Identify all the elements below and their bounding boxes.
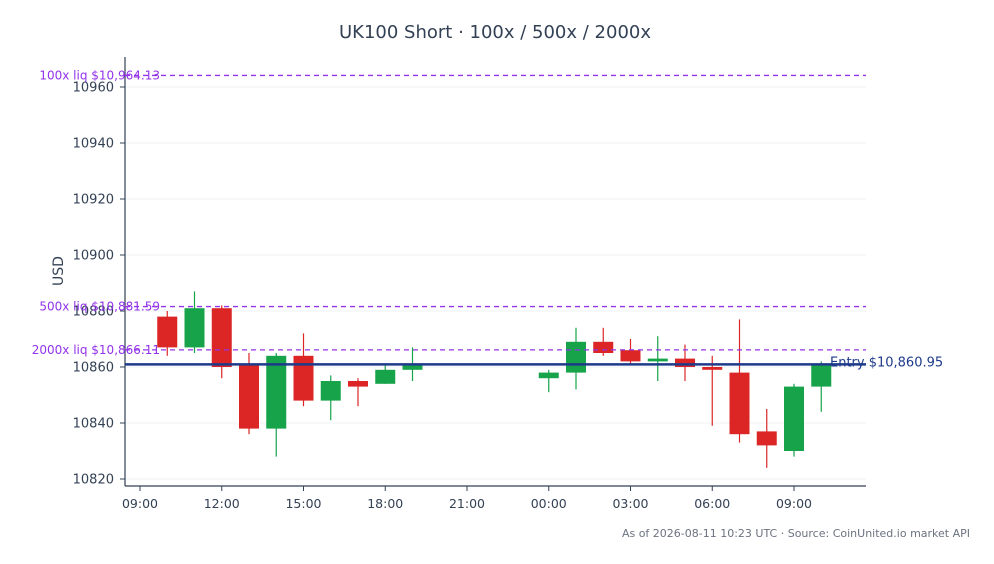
candle — [375, 364, 396, 384]
y-tick-label: 10860 — [73, 361, 114, 376]
candle-body — [620, 350, 641, 362]
candle — [348, 378, 368, 407]
candle-body — [756, 431, 777, 446]
liquidation-line-label: 500x liq $10,881.59 — [39, 300, 160, 314]
x-tick-label: 00:00 — [531, 496, 567, 511]
candle — [239, 353, 259, 435]
x-tick-label: 09:00 — [776, 496, 812, 511]
candles-layer — [157, 291, 832, 468]
x-tick-label: 06:00 — [694, 496, 730, 511]
candle-body — [375, 369, 396, 384]
y-tick-label: 10960 — [73, 81, 114, 96]
candle-body — [157, 316, 178, 348]
candle — [702, 355, 723, 426]
candle-body — [348, 381, 368, 387]
x-tick-label: 15:00 — [285, 496, 321, 511]
candle — [729, 319, 750, 443]
candle-body — [402, 364, 423, 370]
candle — [675, 344, 695, 381]
candle-body — [538, 372, 559, 379]
candle-body — [702, 367, 723, 370]
y-tick-label: 10880 — [73, 305, 114, 320]
axes-layer: 10820 10840 10860 10880 10900 10920 10940 10960… — [73, 57, 866, 511]
candle — [593, 327, 614, 356]
candle — [811, 361, 832, 412]
entry-line-label: Entry $10,860.95 — [830, 355, 943, 370]
candle-body — [184, 308, 205, 348]
candle — [184, 291, 205, 353]
reference-lines-layer: Entry $10,860.95 100x liq $10,964.13 500x … — [32, 68, 943, 370]
candle-body — [729, 372, 750, 435]
candle-body — [266, 355, 287, 429]
candle-body — [239, 364, 259, 429]
y-tick-label: 10820 — [73, 473, 114, 488]
candle — [211, 305, 232, 379]
chart-footer: As of 2026-08-11 10:23 UTC · Source: Coi… — [622, 527, 970, 540]
y-axis-label: USD — [51, 256, 67, 286]
x-tick-label: 09:00 — [122, 496, 158, 511]
candle-body — [811, 364, 832, 387]
candle — [266, 353, 287, 457]
grid-layer — [125, 86, 866, 480]
x-tick-label: 03:00 — [612, 496, 648, 511]
y-tick-label: 10900 — [73, 249, 114, 264]
liquidation-line-label: 2000x liq $10,866.11 — [32, 343, 160, 357]
candle-body — [675, 358, 695, 367]
candle-body — [566, 341, 586, 373]
x-tick-label: 12:00 — [204, 496, 240, 511]
candle-body — [211, 308, 232, 367]
liquidation-line-label: 100x liq $10,964.13 — [39, 68, 160, 82]
y-tick-label: 10840 — [73, 417, 114, 432]
candle-body — [293, 355, 314, 401]
candle-body — [593, 341, 614, 353]
candle — [620, 339, 641, 365]
candle-body — [784, 386, 804, 451]
x-tick-label: 18:00 — [367, 496, 403, 511]
chart-title: UK100 Short · 100x / 500x / 2000x — [339, 22, 651, 43]
y-tick-label: 10940 — [73, 137, 114, 152]
candle — [784, 383, 804, 457]
candle-body — [320, 381, 341, 401]
candle — [756, 409, 777, 468]
candle — [320, 375, 341, 421]
candle — [157, 311, 178, 356]
candle — [538, 369, 559, 393]
candle — [566, 327, 586, 390]
y-tick-label: 10920 — [73, 193, 114, 208]
candle — [293, 333, 314, 407]
candle — [647, 336, 668, 381]
candle-body — [647, 358, 668, 362]
x-tick-label: 21:00 — [449, 496, 485, 511]
